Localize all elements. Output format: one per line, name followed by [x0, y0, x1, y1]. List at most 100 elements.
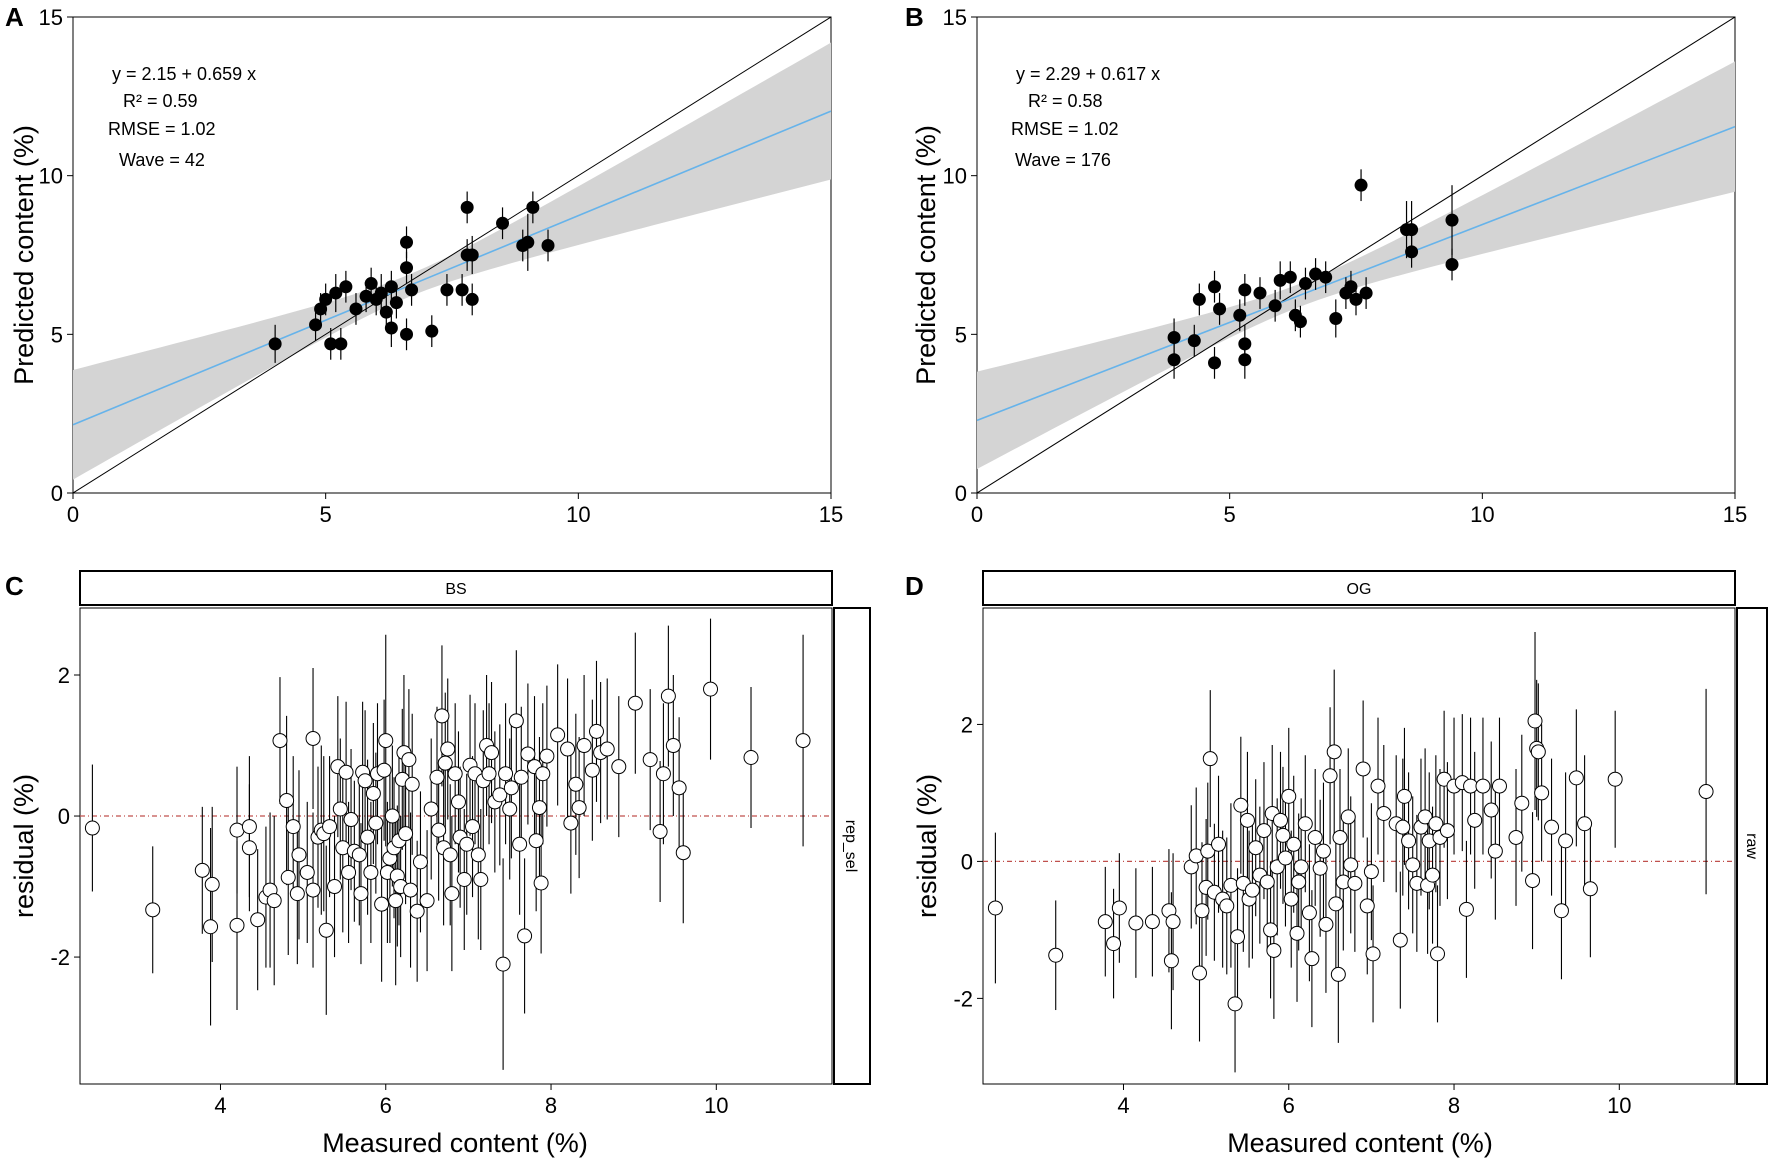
data-point [1253, 286, 1267, 300]
x-tick-label: 6 [1283, 1093, 1295, 1118]
data-point [1256, 823, 1272, 839]
data-point [1268, 299, 1282, 313]
data-point [1359, 898, 1375, 914]
data-point [324, 337, 338, 351]
identity-line [977, 17, 1735, 493]
data-point [539, 748, 555, 764]
data-point [334, 337, 348, 351]
data-point [470, 847, 486, 863]
data-point [599, 741, 615, 757]
data-point [1244, 882, 1260, 898]
data-point [588, 723, 604, 739]
data-point [1144, 914, 1160, 930]
facet-side-label-c: rep_sel [842, 820, 859, 872]
data-point [1401, 833, 1417, 849]
xlabel-c: Measured content (%) [322, 1128, 588, 1158]
data-point [309, 318, 323, 332]
data-point [365, 785, 381, 801]
data-point [1312, 860, 1328, 876]
facet-strip-side-c [833, 607, 871, 1085]
chart-a: 00 5 5 10 10 15 15 [39, 5, 844, 527]
data-point [241, 840, 257, 856]
data-point [1376, 805, 1392, 821]
data-point [1558, 833, 1574, 849]
data-point [495, 956, 511, 972]
data-point [652, 824, 668, 840]
annotation-a: y = 2.15 + 0.659 x R² = 0.59 RMSE = 1.02… [108, 64, 256, 170]
data-point [512, 836, 528, 852]
data-point [412, 854, 428, 870]
data-point [437, 755, 453, 771]
data-point [1405, 223, 1419, 237]
data-point [384, 321, 398, 335]
panel-letter-d: D [905, 571, 924, 601]
panel-letter-a: A [5, 2, 24, 32]
data-point [194, 862, 210, 878]
data-point [359, 289, 373, 303]
data-point [229, 917, 245, 933]
data-point [455, 283, 469, 297]
data-point [1467, 812, 1483, 828]
data-point [388, 893, 404, 909]
panel-letter-c: C [5, 571, 24, 601]
data-point [1227, 996, 1243, 1012]
data-point [314, 302, 328, 316]
data-point [338, 764, 354, 780]
data-point [1293, 315, 1307, 329]
data-point [1344, 280, 1358, 294]
data-point [1238, 353, 1252, 367]
data-point [528, 833, 544, 849]
data-point [584, 762, 600, 778]
data-point [1439, 823, 1455, 839]
panel-d: D OG raw 4 6 8 10-202 Measured content (%) … [905, 570, 1768, 1158]
data-point [440, 283, 454, 297]
x-tick-label: 6 [380, 1093, 392, 1118]
data-point [492, 787, 508, 803]
data-point [272, 733, 288, 749]
data-point [291, 847, 307, 863]
data-point [508, 713, 524, 729]
data-point [384, 280, 398, 294]
data-point [526, 200, 540, 214]
x-tick-label: 15 [819, 502, 843, 527]
data-point [419, 893, 435, 909]
data-point [1200, 843, 1216, 859]
ylabel-c: residual (%) [9, 774, 39, 918]
data-point [1208, 280, 1222, 294]
x-tick-label: 10 [566, 502, 590, 527]
data-point [203, 919, 219, 935]
regression-line [73, 110, 831, 426]
data-point [531, 800, 547, 816]
data-point [450, 794, 466, 810]
y-tick-label: 5 [955, 322, 967, 347]
data-point [353, 886, 369, 902]
ylabel-b: Predicted content (%) [911, 125, 941, 385]
data-point [1392, 932, 1408, 948]
data-point [535, 766, 551, 782]
data-point [1534, 785, 1550, 801]
y-tick-label: 0 [955, 481, 967, 506]
annotation-rmse-b: RMSE = 1.02 [1011, 119, 1119, 139]
data-point [1328, 896, 1344, 912]
data-point [1315, 843, 1331, 859]
data-point [379, 305, 393, 319]
annotation-wave-a: Wave = 42 [119, 150, 205, 170]
data-point [1233, 797, 1249, 813]
plot-area-A [73, 17, 831, 493]
data-point [1286, 836, 1302, 852]
panel-a: A 00 5 5 10 10 15 15 Predicted content (%) y =… [5, 2, 843, 527]
data-point [502, 801, 518, 817]
annotation-wave-b: Wave = 176 [1015, 150, 1111, 170]
plot-area-D [983, 631, 1735, 1073]
data-point [1273, 273, 1287, 287]
data-point [403, 882, 419, 898]
data-point [1293, 859, 1309, 875]
facet-strip-top-c [79, 570, 833, 606]
data-point [1544, 819, 1560, 835]
data-point [305, 882, 321, 898]
x-tick-label: 5 [1224, 502, 1236, 527]
data-point [374, 896, 390, 912]
chart-b: 00 5 5 10 10 15 15 [943, 5, 1748, 527]
data-point [1359, 286, 1373, 300]
